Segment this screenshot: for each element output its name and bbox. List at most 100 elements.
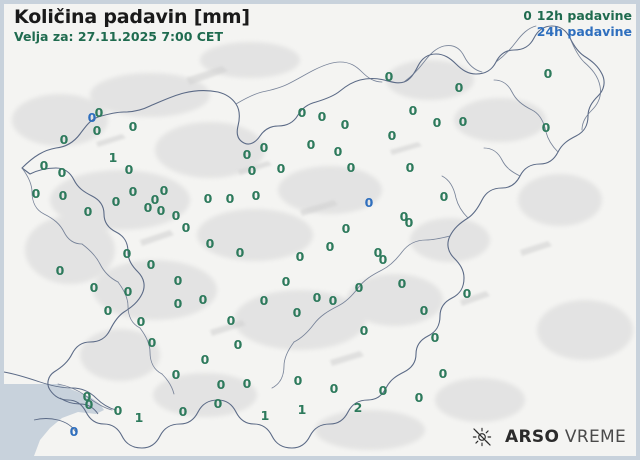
station-value: 0 [328,292,338,308]
station-value: 0 [242,375,252,391]
station-value: 0 [438,365,448,381]
station-value: 0 [128,118,138,134]
station-value: 0 [111,193,121,209]
station-value: 0 [458,113,468,129]
station-value: 0 [69,423,79,439]
station-value: 0 [462,285,472,301]
station-value: 0 [281,273,291,289]
station-value: 0 [317,108,327,124]
station-value: 0 [89,279,99,295]
station-value: 0 [247,162,257,178]
station-value: 0 [378,382,388,398]
station-value: 0 [123,283,133,299]
station-value: 0 [276,160,286,176]
station-value: 0 [216,376,226,392]
station-value: 0 [297,104,307,120]
station-value: 0 [156,202,166,218]
station-value: 0 [181,219,191,235]
station-value: 0 [408,102,418,118]
station-value: 0 [251,187,261,203]
station-value: 0 [378,251,388,267]
station-value: 0 [404,214,414,230]
station-value: 0 [128,183,138,199]
station-value: 0 [341,220,351,236]
station-value: 0 [419,302,429,318]
station-value: 2 [353,399,363,415]
station-value: 0 [293,372,303,388]
station-value: 0 [333,143,343,159]
station-value: 0 [414,389,424,405]
station-value: 0 [173,272,183,288]
station-value: 0 [82,388,92,404]
station-value: 0 [103,302,113,318]
station-value: 0 [387,127,397,143]
station-value: 0 [143,199,153,215]
station-value: 0 [58,187,68,203]
station-value: 0 [399,208,409,224]
station-value: 0 [94,104,104,120]
station-value: 0 [543,65,553,81]
station-value: 0 [92,122,102,138]
adriatic-sea [4,384,104,456]
station-value: 0 [405,159,415,175]
station-value: 0 [136,313,146,329]
station-value: 0 [306,136,316,152]
coastline-detail [3,371,117,433]
station-value: 0 [39,157,49,173]
station-value: 0 [384,68,394,84]
station-value: 0 [359,322,369,338]
station-value: 1 [134,409,144,425]
station-value: 1 [260,407,270,423]
station-value: 0 [541,119,551,135]
station-value: 0 [354,279,364,295]
station-value: 0 [147,334,157,350]
station-value: 0 [213,395,223,411]
station-value: 0 [83,203,93,219]
station-value: 0 [259,292,269,308]
station-value: 0 [225,190,235,206]
station-value: 0 [171,207,181,223]
relief-ridges [96,66,552,366]
station-value: 0 [31,185,41,201]
station-value: 0 [171,366,181,382]
station-value: 0 [205,235,215,251]
station-value: 0 [173,295,183,311]
station-value: 0 [432,114,442,130]
station-value: 0 [340,116,350,132]
station-value: 0 [292,304,302,320]
station-value: 0 [373,244,383,260]
station-value: 0 [454,79,464,95]
station-value: 0 [203,190,213,206]
station-value: 1 [297,401,307,417]
station-value: 0 [59,131,69,147]
station-value: 0 [397,275,407,291]
station-value: 0 [122,245,132,261]
station-value: 0 [55,262,65,278]
station-value: 0 [325,238,335,254]
station-value: 0 [198,291,208,307]
station-value: 0 [150,191,160,207]
station-value: 0 [159,182,169,198]
station-value: 0 [57,164,67,180]
station-value: 0 [235,244,245,260]
station-value: 0 [87,109,97,125]
administrative-borders [21,25,601,411]
station-value: 0 [178,403,188,419]
station-value: 0 [113,402,123,418]
slovenia-national-border [21,25,605,449]
station-value: 0 [346,159,356,175]
station-value: 0 [439,188,449,204]
station-value: 0 [295,248,305,264]
station-value: 0 [242,146,252,162]
station-value: 0 [200,351,210,367]
station-value: 0 [259,139,269,155]
station-value: 0 [226,312,236,328]
station-value: 0 [430,329,440,345]
station-value: 0 [84,396,94,412]
station-value: 0 [329,380,339,396]
station-value: 0 [233,336,243,352]
station-value: 0 [146,256,156,272]
